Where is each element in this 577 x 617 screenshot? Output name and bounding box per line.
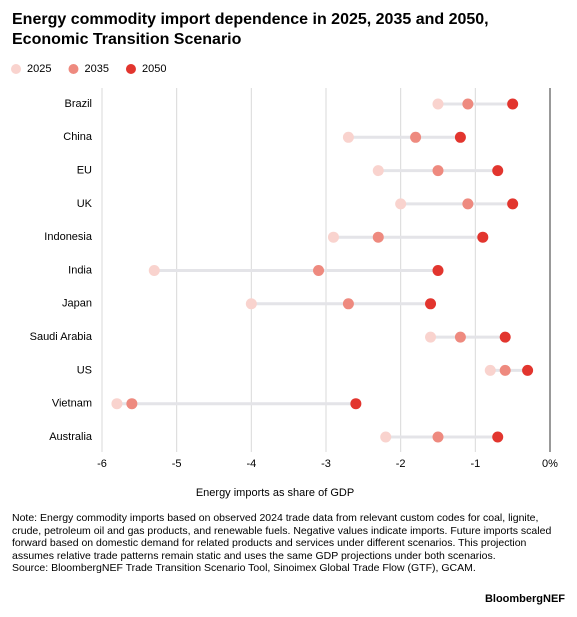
dot: [342, 298, 354, 310]
dot: [245, 298, 257, 310]
dot: [462, 198, 474, 210]
dot: [477, 231, 489, 243]
y-tick-label: US: [77, 364, 92, 376]
dot: [522, 364, 534, 376]
dot: [484, 364, 496, 376]
dot: [492, 431, 504, 443]
note: Note: Energy commodity imports based on …: [12, 512, 552, 562]
legend-marker: [68, 64, 79, 74]
source: Source: BloombergNEF Trade Transition Sc…: [12, 562, 476, 574]
y-tick-label: India: [68, 264, 93, 276]
dot: [425, 298, 437, 310]
dot: [342, 131, 354, 143]
x-tick-label: 0%: [542, 458, 558, 470]
dot: [432, 98, 444, 110]
y-tick-label: UK: [77, 198, 93, 210]
dot: [462, 98, 474, 110]
y-tick-label: Japan: [62, 298, 92, 310]
dot: [507, 198, 519, 210]
x-tick-label: -1: [470, 458, 480, 470]
dot: [425, 331, 437, 343]
y-tick-label: EU: [77, 165, 92, 177]
notes: Note: Energy commodity imports based on …: [12, 512, 570, 575]
legend-label: 2050: [142, 63, 166, 75]
x-tick-label: -2: [396, 458, 406, 470]
y-tick-label: Australia: [49, 431, 93, 443]
x-tick-label: -3: [321, 458, 331, 470]
x-tick-label: -5: [172, 458, 182, 470]
y-tick-label: Indonesia: [44, 231, 93, 243]
dot: [126, 398, 138, 410]
legend-marker: [125, 64, 136, 74]
legend-label: 2025: [27, 63, 51, 75]
dot: [410, 131, 422, 143]
dot: [499, 364, 511, 376]
legend-marker: [11, 64, 21, 74]
dot: [432, 165, 444, 177]
y-tick-label: Saudi Arabia: [30, 331, 93, 343]
dot: [454, 331, 466, 343]
y-tick-label: Vietnam: [52, 398, 92, 410]
y-tick-label: Brazil: [64, 98, 92, 110]
dot: [507, 98, 519, 110]
dot: [395, 198, 407, 210]
dot: [148, 265, 160, 276]
dot: [372, 231, 384, 243]
y-tick-label: China: [63, 131, 93, 143]
dot: [432, 431, 444, 443]
dot: [327, 231, 339, 243]
dot: [313, 265, 325, 276]
dot: [111, 398, 123, 410]
dot: [380, 431, 392, 443]
dot: [372, 165, 384, 177]
dot: [492, 165, 504, 177]
legend-label: 2035: [84, 63, 108, 75]
dot: [432, 265, 444, 276]
x-tick-label: -6: [97, 458, 107, 470]
x-tick-label: -4: [246, 458, 256, 470]
dot: [350, 398, 362, 410]
dot: [499, 331, 511, 343]
dot: [454, 131, 466, 143]
chart-title: Energy commodity import dependence in 20…: [12, 11, 489, 48]
x-axis-label: Energy imports as share of GDP: [196, 487, 354, 499]
brand: BloombergNEF: [484, 593, 565, 605]
